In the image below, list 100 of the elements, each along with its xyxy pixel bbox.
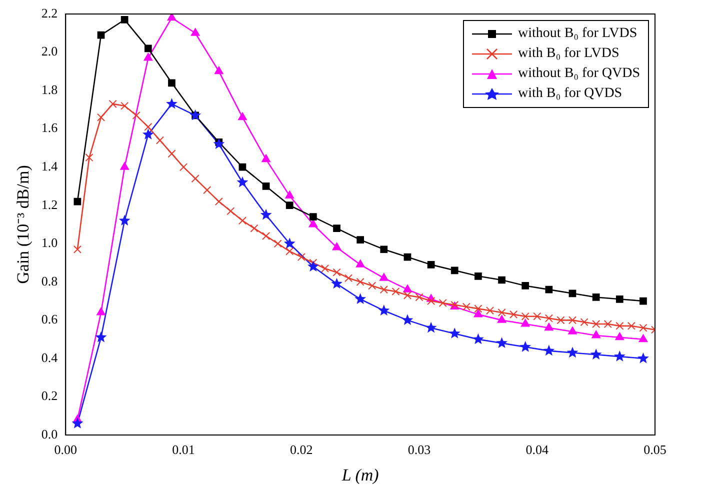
point [108,100,117,108]
legend-label: without B₀ for QVDS [518,66,640,82]
point [262,182,270,190]
point [226,207,235,216]
point [543,344,555,356]
point [142,128,154,140]
point [285,190,294,199]
point [533,312,542,320]
y-tick-label: 0.2 [41,388,58,404]
point [332,268,341,276]
point [474,309,483,318]
point [568,316,577,324]
y-tick-label: 1.6 [41,120,58,136]
x-tick-label: 0.04 [526,442,550,458]
point [614,350,626,362]
point [380,273,388,281]
point [427,297,436,306]
point [190,28,200,36]
point [380,286,388,294]
point [167,14,176,21]
point [486,306,494,315]
point [262,154,270,162]
point [297,252,306,262]
point [120,16,128,24]
y-tick-label: 0.4 [41,350,58,365]
point [380,246,388,254]
point [368,282,376,290]
point [74,198,82,206]
point [331,278,342,289]
y-tick-label: 0.0 [41,426,58,442]
point [203,186,212,194]
y-tick-label: 1.8 [41,82,58,97]
point [120,162,129,170]
point [144,44,152,52]
y-tick-label: 0.8 [41,273,58,288]
point [308,220,318,228]
point [640,297,647,305]
point [496,337,508,348]
point [590,348,602,360]
point [545,286,553,294]
point [462,302,470,311]
point [356,278,364,286]
point [118,214,130,226]
point [474,304,482,313]
point [450,266,458,274]
point [592,294,600,301]
point [309,213,317,221]
x-tick-label: 0.05 [644,442,666,458]
point [498,276,506,284]
point [356,260,365,268]
point [568,326,577,334]
point [615,332,624,340]
point [356,236,364,244]
point [344,274,353,282]
point [132,111,140,120]
point [497,315,506,323]
y-tick-label: 2.0 [41,44,58,59]
point [474,272,482,280]
x-tick-label: 0.01 [172,442,195,458]
point [403,291,412,300]
point [238,163,246,171]
point [284,238,296,248]
point [402,314,414,326]
point [521,312,530,320]
point [627,322,636,330]
point [286,202,294,210]
point [191,174,200,183]
y-tick-label: 2.2 [41,5,58,20]
point [96,308,106,316]
point [73,245,82,254]
point [168,150,176,158]
point [438,298,447,307]
point [238,112,247,120]
point [403,284,412,292]
point [144,122,152,131]
point [510,310,518,318]
point [190,109,202,120]
legend-label: with B₀ for LVDS [518,46,620,62]
point [498,308,506,317]
point [378,304,390,316]
point [616,322,624,330]
point [544,314,553,322]
point [85,153,94,162]
point [415,293,424,302]
x-axis-title: L (m) [340,465,380,484]
point [214,198,223,206]
point [592,320,600,328]
point [166,98,178,109]
point [520,340,532,352]
point [213,138,225,149]
point [638,334,648,342]
point [156,136,164,144]
point [236,176,248,188]
point [286,247,294,256]
point [520,319,530,327]
point [522,282,530,290]
point [97,31,105,39]
point [120,102,129,110]
y-tick-label: 0.6 [41,312,58,327]
point [260,208,272,220]
